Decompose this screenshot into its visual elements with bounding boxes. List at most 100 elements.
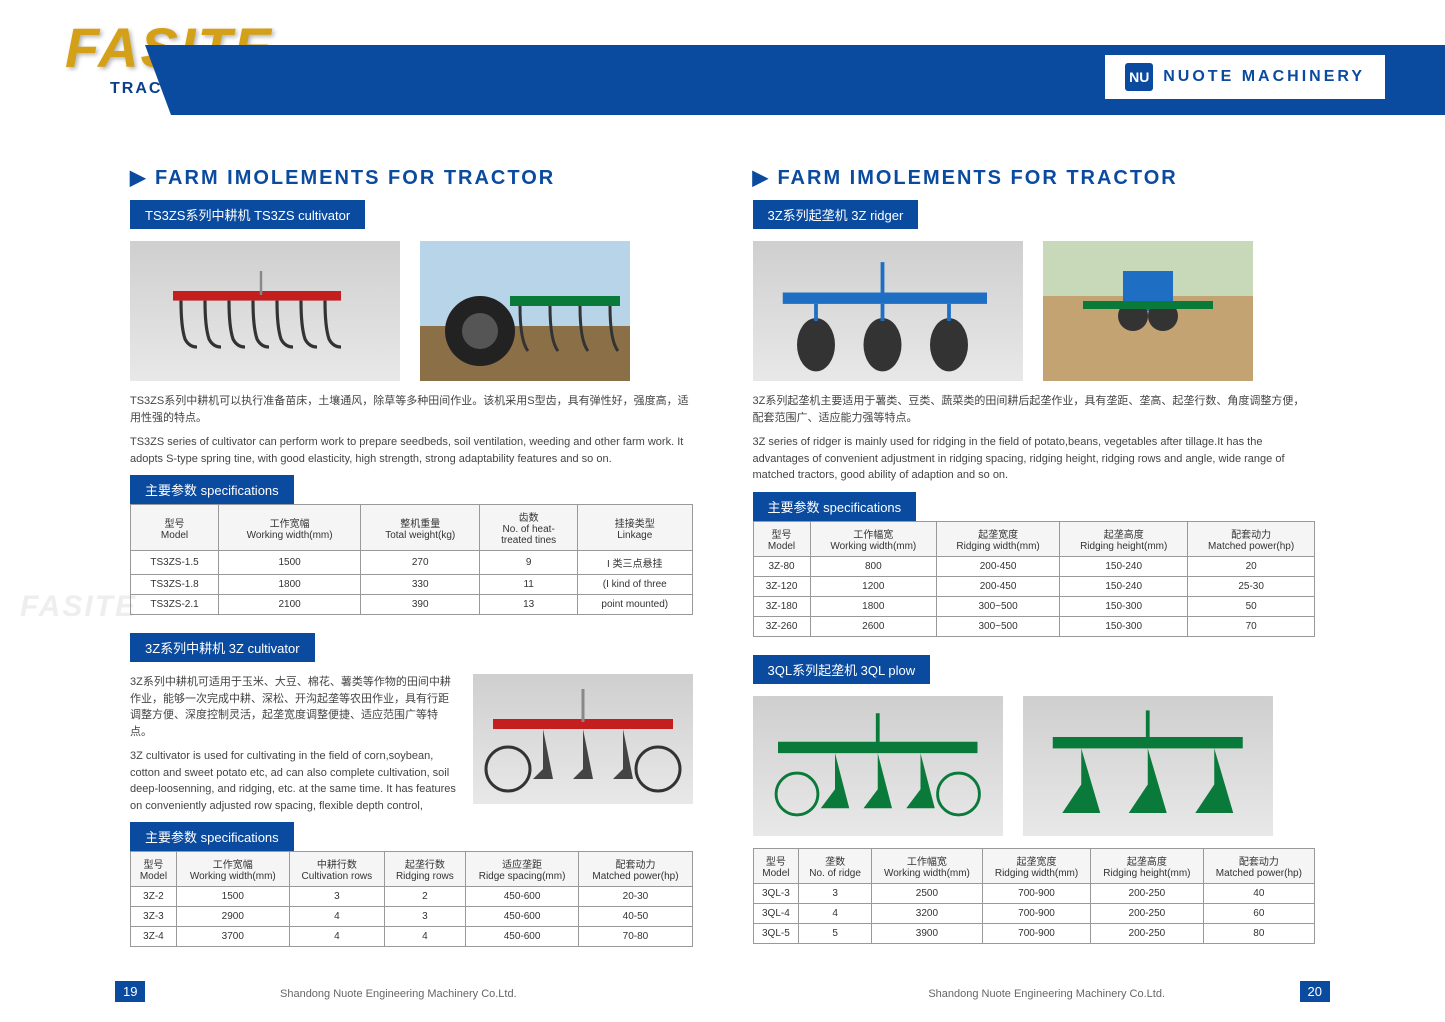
table-row: 3Z-1201200200-450150-24025-30 — [753, 576, 1315, 596]
company-icon: NU — [1125, 63, 1153, 91]
table-cell: 3QL-3 — [753, 883, 799, 903]
table-row: 3Z-3290043450-60040-50 — [131, 907, 693, 927]
table-header: 型号 Model — [753, 521, 810, 556]
table-cell: 11 — [480, 575, 578, 595]
table-cell: 3Z-260 — [753, 616, 810, 636]
table-cell: 1800 — [219, 575, 361, 595]
3z-cult-content: 3Z系列中耕机可适用于玉米、大豆、棉花、薯类等作物的田间中耕作业，能够一次完成中… — [130, 674, 693, 822]
table-cell: 2600 — [810, 616, 936, 636]
left-page: FARM IMOLEMENTS FOR TRACTOR TS3ZS系列中耕机 T… — [0, 165, 723, 947]
table-cell: 200-250 — [1091, 903, 1204, 923]
table-row: 3QL-553900700-900200-25080 — [753, 923, 1315, 943]
table-cell: 70-80 — [579, 927, 692, 947]
table-header: 工作幅宽 Working width(mm) — [871, 848, 982, 883]
table-cell: 450-600 — [465, 927, 579, 947]
right-page: FARM IMOLEMENTS FOR TRACTOR 3Z系列起垄机 3Z r… — [723, 165, 1445, 947]
table-cell: 3Z-4 — [131, 927, 177, 947]
3z-ridger-subtitle: 3Z系列起垄机 3Z ridger — [753, 200, 919, 229]
ts3zs-spec-table: 型号 Model工作宽幅 Working width(mm)整机重量 Total… — [130, 504, 693, 615]
table-cell: point mounted) — [578, 595, 692, 615]
table-row: TS3ZS-1.515002709I 类三点悬挂 — [131, 551, 693, 575]
table-row: 3Z-1801800300~500150-30050 — [753, 596, 1315, 616]
page-number-left: 19 — [115, 981, 145, 1002]
table-cell: 390 — [361, 595, 480, 615]
table-header: 起垄高度 Ridging height(mm) — [1060, 521, 1188, 556]
table-cell: 3QL-4 — [753, 903, 799, 923]
table-header: 工作宽幅 Working width(mm) — [219, 505, 361, 551]
table-cell: TS3ZS-1.8 — [131, 575, 219, 595]
table-cell: 5 — [799, 923, 872, 943]
3z-ridger-spec-label: 主要参数 specifications — [753, 492, 917, 521]
table-cell: 50 — [1188, 596, 1315, 616]
table-cell: 270 — [361, 551, 480, 575]
footer-right: Shandong Nuote Engineering Machinery Co.… — [928, 988, 1165, 1000]
3z-cult-spec-table: 型号 Model工作宽幅 Working width(mm)中耕行数 Culti… — [130, 851, 693, 947]
table-cell: 3Z-180 — [753, 596, 810, 616]
company-badge: NU NUOTE MACHINERY — [1105, 55, 1385, 99]
table-header: 工作宽幅 Working width(mm) — [176, 852, 289, 887]
table-cell: 40 — [1203, 883, 1314, 903]
table-cell: 700-900 — [982, 903, 1090, 923]
table-cell: 450-600 — [465, 887, 579, 907]
table-row: 3Z-2150032450-60020-30 — [131, 887, 693, 907]
table-cell: 3700 — [176, 927, 289, 947]
table-header: 起垄行数 Ridging rows — [385, 852, 466, 887]
3z-cult-desc-en: 3Z cultivator is used for cultivating in… — [130, 748, 458, 814]
table-cell: 330 — [361, 575, 480, 595]
ts3zs-spec-label: 主要参数 specifications — [130, 475, 294, 504]
table-cell: 40-50 — [579, 907, 692, 927]
content-spread: FARM IMOLEMENTS FOR TRACTOR TS3ZS系列中耕机 T… — [0, 165, 1445, 947]
ts3zs-product-image — [130, 241, 400, 381]
ts3zs-images — [130, 241, 693, 381]
table-cell: 2900 — [176, 907, 289, 927]
table-cell: 4 — [289, 907, 384, 927]
footer-left: Shandong Nuote Engineering Machinery Co.… — [280, 988, 517, 1000]
3ql-spec-table: 型号 Model垄数 No. of ridge工作幅宽 Working widt… — [753, 848, 1316, 944]
table-cell: 150-300 — [1060, 616, 1188, 636]
table-cell: 2 — [385, 887, 466, 907]
3z-ridger-desc-en: 3Z series of ridger is mainly used for r… — [753, 434, 1316, 484]
table-cell: 700-900 — [982, 923, 1090, 943]
table-row: 3Z-80800200-450150-24020 — [753, 556, 1315, 576]
table-header: 型号 Model — [131, 852, 177, 887]
table-cell: 150-240 — [1060, 556, 1188, 576]
table-header: 适应垄距 Ridge spacing(mm) — [465, 852, 579, 887]
3ql-image-1 — [753, 696, 1003, 836]
table-cell: 200-250 — [1091, 923, 1204, 943]
ts3zs-field-image — [420, 241, 630, 381]
table-cell: 2500 — [871, 883, 982, 903]
table-header: 齿数 No. of heat- treated tines — [480, 505, 578, 551]
table-cell: 3QL-5 — [753, 923, 799, 943]
left-section-title: FARM IMOLEMENTS FOR TRACTOR — [130, 165, 693, 190]
table-header: 配套动力 Matched power(hp) — [1203, 848, 1314, 883]
table-row: 3Z-4370044450-60070-80 — [131, 927, 693, 947]
table-header: 挂接类型 Linkage — [578, 505, 692, 551]
3z-ridger-desc-cn: 3Z系列起垄机主要适用于薯类、豆类、蔬菜类的田间耕后起垄作业，具有垄距、垄高、起… — [753, 393, 1316, 426]
table-cell: 150-240 — [1060, 576, 1188, 596]
table-cell: 3200 — [871, 903, 982, 923]
table-row: 3Z-2602600300~500150-30070 — [753, 616, 1315, 636]
table-cell: I 类三点悬挂 — [578, 551, 692, 575]
table-cell: 450-600 — [465, 907, 579, 927]
table-header: 工作幅宽 Working width(mm) — [810, 521, 936, 556]
3z-ridger-product-image — [753, 241, 1023, 381]
table-cell: 1200 — [810, 576, 936, 596]
table-cell: 200-250 — [1091, 883, 1204, 903]
ts3zs-desc-cn: TS3ZS系列中耕机可以执行准备苗床，土壤通风，除草等多种田间作业。该机采用S型… — [130, 393, 693, 426]
3z-cult-subtitle: 3Z系列中耕机 3Z cultivator — [130, 633, 315, 662]
table-header: 起垄宽度 Ridging width(mm) — [982, 848, 1090, 883]
table-row: 3QL-443200700-900200-25060 — [753, 903, 1315, 923]
table-cell: 4 — [799, 903, 872, 923]
table-row: TS3ZS-2.1210039013point mounted) — [131, 595, 693, 615]
table-cell: 800 — [810, 556, 936, 576]
table-cell: TS3ZS-2.1 — [131, 595, 219, 615]
table-cell: 3 — [289, 887, 384, 907]
table-header: 配套动力 Matched power(hp) — [1188, 521, 1315, 556]
table-cell: 150-300 — [1060, 596, 1188, 616]
table-header: 型号 Model — [131, 505, 219, 551]
table-cell: 1500 — [176, 887, 289, 907]
table-cell: 300~500 — [937, 616, 1060, 636]
table-header: 垄数 No. of ridge — [799, 848, 872, 883]
table-header: 配套动力 Matched power(hp) — [579, 852, 692, 887]
table-cell: 3 — [385, 907, 466, 927]
